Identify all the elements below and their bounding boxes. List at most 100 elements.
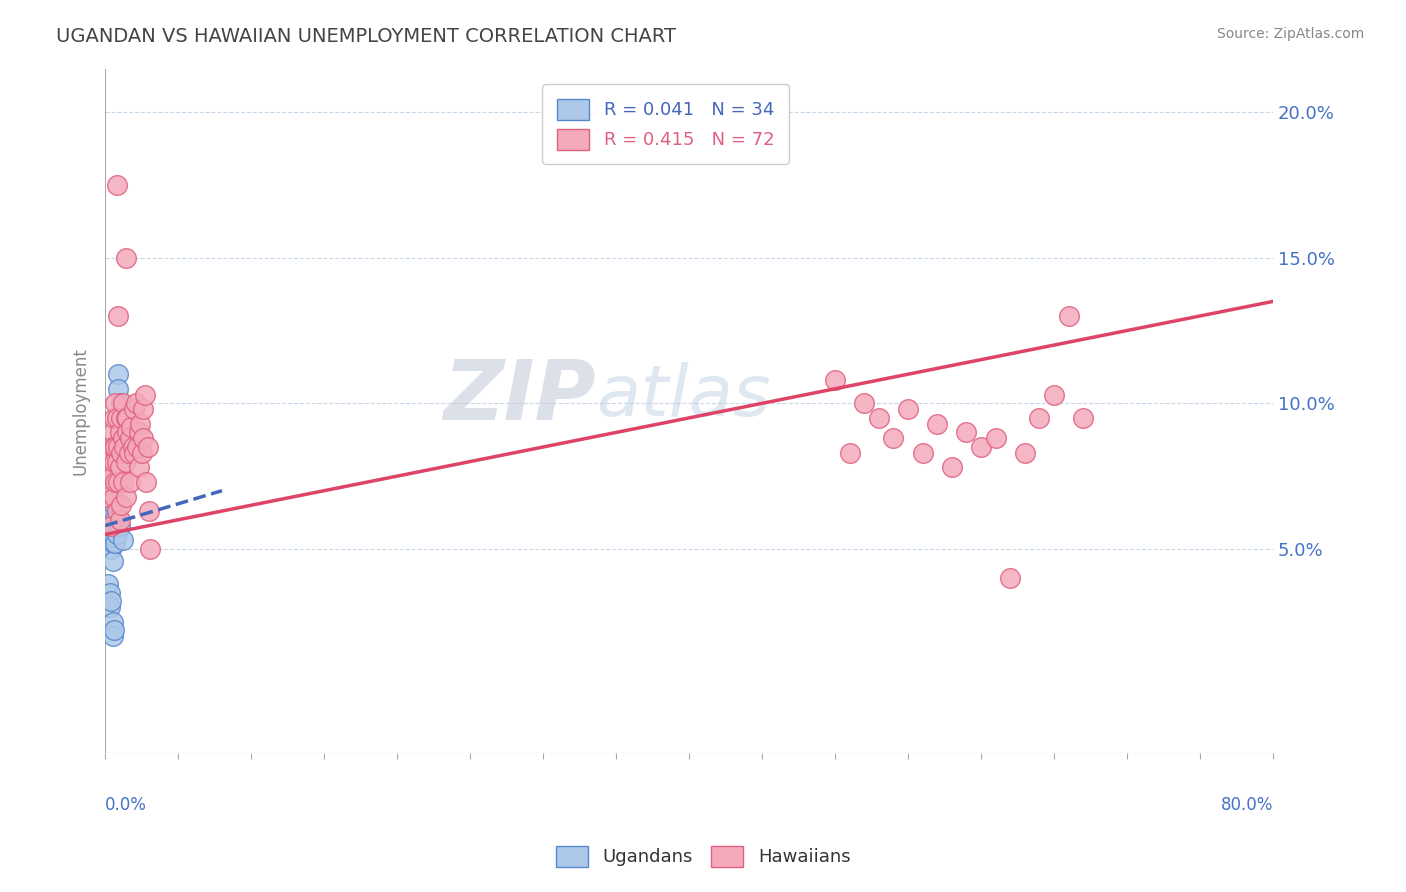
Point: [927, 417, 949, 431]
Point: [101, 469, 124, 483]
Point: [111, 533, 134, 548]
Point: [98, 527, 121, 541]
Point: [1028, 410, 1050, 425]
Point: [103, 624, 125, 638]
Point: [824, 373, 846, 387]
Point: [105, 513, 128, 527]
Point: [107, 309, 129, 323]
Point: [970, 440, 993, 454]
Point: [882, 431, 904, 445]
Point: [101, 440, 124, 454]
Point: [112, 440, 135, 454]
Point: [118, 475, 141, 489]
Text: 80.0%: 80.0%: [1220, 797, 1272, 814]
Point: [105, 504, 128, 518]
Point: [111, 431, 134, 445]
Point: [104, 396, 127, 410]
Point: [114, 490, 136, 504]
Point: [136, 440, 159, 454]
Text: 0.0%: 0.0%: [105, 797, 148, 814]
Point: [125, 396, 148, 410]
Point: [98, 513, 121, 527]
Point: [115, 425, 138, 440]
Point: [103, 513, 125, 527]
Point: [100, 594, 122, 608]
Point: [108, 513, 131, 527]
Point: [108, 460, 131, 475]
Point: [107, 440, 129, 454]
Point: [110, 396, 132, 410]
Text: UGANDAN VS HAWAIIAN UNEMPLOYMENT CORRELATION CHART: UGANDAN VS HAWAIIAN UNEMPLOYMENT CORRELA…: [56, 27, 676, 45]
Point: [124, 402, 146, 417]
Point: [105, 454, 128, 468]
Point: [101, 522, 124, 536]
Point: [97, 507, 120, 521]
Point: [100, 460, 122, 475]
Point: [127, 440, 149, 454]
Point: [104, 536, 127, 550]
Point: [101, 490, 124, 504]
Point: [853, 396, 876, 410]
Legend: R = 0.041   N = 34, R = 0.415   N = 72: R = 0.041 N = 34, R = 0.415 N = 72: [543, 85, 789, 164]
Point: [122, 440, 145, 454]
Point: [911, 446, 934, 460]
Point: [114, 251, 136, 265]
Point: [955, 425, 977, 440]
Point: [138, 504, 160, 518]
Point: [135, 475, 157, 489]
Point: [110, 446, 132, 460]
Text: atlas: atlas: [596, 362, 770, 432]
Point: [103, 454, 125, 468]
Point: [100, 513, 122, 527]
Point: [104, 440, 127, 454]
Point: [115, 410, 138, 425]
Point: [111, 396, 134, 410]
Point: [103, 410, 125, 425]
Point: [98, 600, 121, 615]
Point: [97, 577, 120, 591]
Text: Source: ZipAtlas.com: Source: ZipAtlas.com: [1216, 27, 1364, 41]
Point: [941, 460, 963, 475]
Point: [111, 475, 134, 489]
Point: [1071, 410, 1094, 425]
Point: [101, 615, 124, 629]
Point: [128, 425, 150, 440]
Point: [100, 541, 122, 556]
Legend: Ugandans, Hawaiians: Ugandans, Hawaiians: [548, 838, 858, 874]
Point: [97, 490, 120, 504]
Point: [1014, 446, 1036, 460]
Point: [107, 475, 129, 489]
Point: [108, 425, 131, 440]
Point: [100, 527, 122, 541]
Point: [121, 419, 143, 434]
Y-axis label: Unemployment: Unemployment: [72, 347, 89, 475]
Point: [100, 518, 122, 533]
Point: [1043, 387, 1066, 401]
Point: [101, 553, 124, 567]
Point: [110, 498, 132, 512]
Point: [101, 629, 124, 643]
Point: [101, 425, 124, 440]
Point: [132, 431, 155, 445]
Point: [105, 410, 128, 425]
Point: [100, 498, 122, 512]
Point: [107, 368, 129, 382]
Point: [134, 387, 156, 401]
Point: [1057, 309, 1080, 323]
Point: [105, 527, 128, 541]
Point: [103, 498, 125, 512]
Point: [998, 571, 1021, 585]
Point: [98, 585, 121, 599]
Point: [108, 518, 131, 533]
Point: [101, 536, 124, 550]
Point: [110, 410, 132, 425]
Point: [124, 446, 146, 460]
Point: [103, 490, 125, 504]
Point: [117, 446, 139, 460]
Point: [129, 417, 152, 431]
Point: [139, 541, 162, 556]
Point: [97, 490, 120, 504]
Point: [101, 507, 124, 521]
Point: [868, 410, 890, 425]
Point: [897, 402, 920, 417]
